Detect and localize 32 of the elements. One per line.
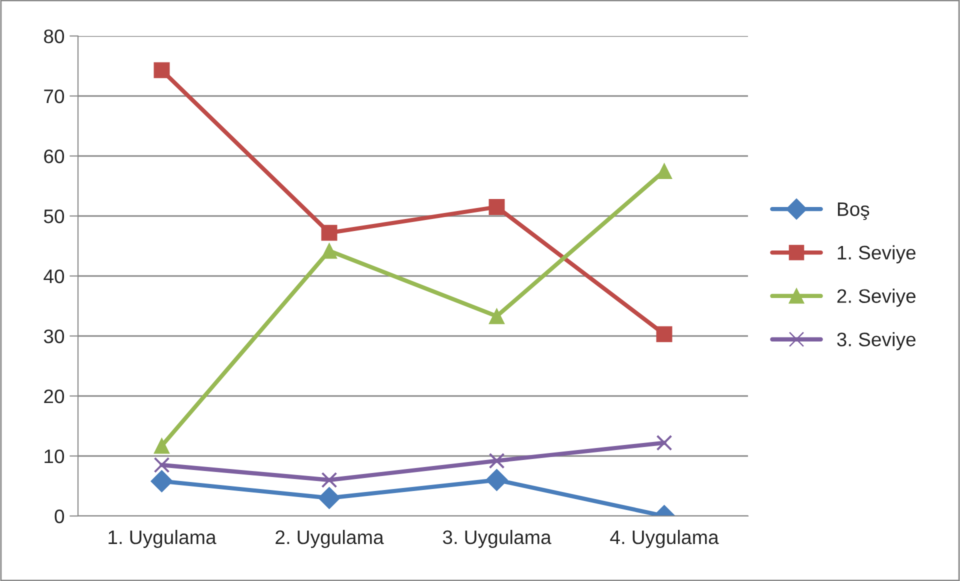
point xyxy=(154,457,170,473)
point xyxy=(150,470,173,492)
point xyxy=(656,163,672,179)
point xyxy=(321,224,338,241)
x-tick-label: 1. Uygulama xyxy=(108,530,216,548)
legend-label: Boş xyxy=(838,202,870,220)
point xyxy=(656,326,672,342)
y-tick-label: 70 xyxy=(44,89,64,104)
x-tick-label: 2. Uygulama xyxy=(276,530,384,548)
x-tick-label: 4. Uygulama xyxy=(610,530,719,548)
point xyxy=(321,242,338,259)
point xyxy=(488,452,505,469)
legend-label: 1. Seviye xyxy=(838,245,916,264)
y-tick-label: 20 xyxy=(44,389,64,404)
y-tick-label: 0 xyxy=(54,509,64,524)
point xyxy=(488,308,505,324)
x-tick-label: 3. Uygulama xyxy=(442,530,552,548)
point xyxy=(656,434,672,451)
point xyxy=(318,486,340,510)
y-tick-label: 30 xyxy=(44,329,64,344)
point xyxy=(486,468,508,492)
point xyxy=(154,438,170,454)
point xyxy=(488,199,505,215)
y-tick-label: 60 xyxy=(44,149,64,164)
point xyxy=(154,62,170,78)
y-tick-label: 40 xyxy=(44,269,64,284)
y-tick-label: 80 xyxy=(44,29,64,44)
legend-label: 3. Seviye xyxy=(837,332,916,350)
y-tick-label: 10 xyxy=(44,449,64,464)
point xyxy=(321,472,338,488)
legend-label: 2. Seviye xyxy=(837,288,916,307)
y-tick-label: 50 xyxy=(44,209,64,224)
